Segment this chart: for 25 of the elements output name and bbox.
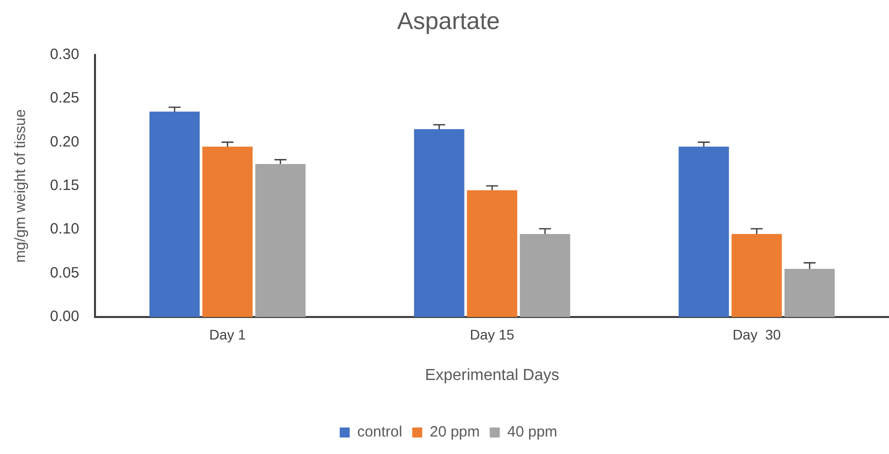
y-tick-label: 0.00 <box>50 308 80 326</box>
y-tick-label: 0.05 <box>50 264 80 282</box>
y-tick-label: 0.25 <box>50 90 80 107</box>
x-tick-label: Day 30 <box>732 326 782 342</box>
bar <box>466 190 518 317</box>
bar <box>520 234 570 317</box>
legend-label: 40 ppm <box>507 424 558 441</box>
y-tick-label: 0.20 <box>50 133 80 150</box>
y-axis-title: mg/gm weight of tissue <box>12 109 30 263</box>
bar <box>414 129 464 317</box>
legend-label: control <box>357 424 402 441</box>
bar <box>732 234 782 317</box>
x-axis-title: Experimental Days <box>424 366 560 384</box>
bar <box>784 268 835 317</box>
chart-title: Aspartate <box>397 8 500 36</box>
y-tick-label: 0.30 <box>50 46 80 63</box>
x-tick-label: Day 15 <box>470 326 514 342</box>
y-tick-label: 0.15 <box>50 177 80 194</box>
legend-label: 20 ppm <box>430 424 480 441</box>
bar <box>678 146 729 317</box>
x-tick-label: Day 1 <box>209 326 246 342</box>
bar <box>202 146 253 317</box>
bar <box>149 112 200 317</box>
y-tick-label: 0.10 <box>50 220 80 238</box>
bar <box>255 164 306 317</box>
